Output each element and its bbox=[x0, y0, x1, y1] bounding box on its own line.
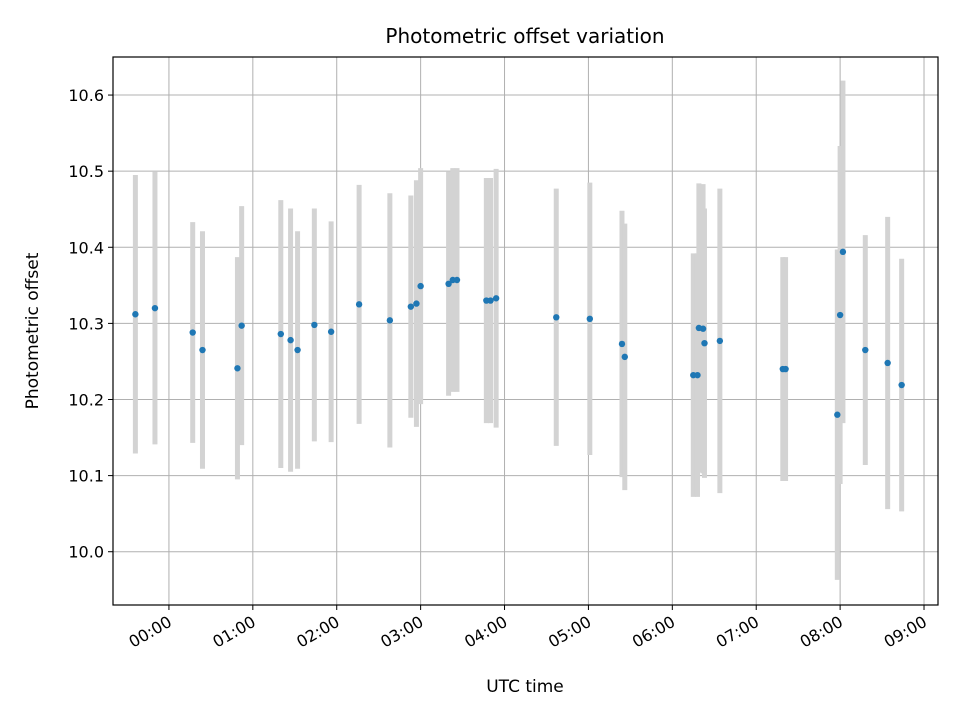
x-axis-title: UTC time bbox=[486, 677, 564, 697]
data-point bbox=[898, 381, 905, 389]
y-tick-label: 10.6 bbox=[68, 86, 104, 105]
data-point bbox=[238, 322, 245, 329]
data-point bbox=[151, 304, 159, 312]
y-tick-label: 10.0 bbox=[68, 543, 104, 562]
data-point bbox=[621, 353, 628, 361]
plot-frame bbox=[112, 56, 939, 606]
data-point bbox=[836, 311, 844, 319]
data-point bbox=[782, 365, 789, 373]
data-point bbox=[417, 282, 424, 290]
data-point bbox=[287, 336, 294, 344]
y-tick-label: 10.4 bbox=[68, 238, 104, 257]
y-tick-label: 10.3 bbox=[68, 314, 104, 333]
data-point bbox=[277, 330, 284, 338]
y-tick-label: 10.2 bbox=[68, 391, 104, 410]
y-axis: 10.0 10.1 10.2 10.3 10.4 10.5 10.6 bbox=[68, 86, 113, 562]
data-point bbox=[311, 321, 318, 329]
data-point bbox=[413, 300, 420, 307]
data-point bbox=[407, 303, 415, 310]
data-point bbox=[586, 315, 594, 323]
data-point bbox=[445, 280, 452, 288]
data-point bbox=[699, 325, 707, 332]
y-axis-title: Photometric offset bbox=[23, 252, 43, 409]
data-point bbox=[386, 317, 394, 324]
y-tick-label: 10.1 bbox=[68, 467, 104, 486]
data-point bbox=[327, 328, 335, 335]
data-point bbox=[716, 337, 724, 345]
data-point bbox=[189, 329, 196, 336]
data-point bbox=[492, 295, 500, 302]
data-point bbox=[132, 311, 139, 318]
data-point bbox=[862, 346, 869, 354]
data-point bbox=[487, 297, 494, 304]
data-point bbox=[234, 365, 241, 372]
data-point bbox=[834, 411, 841, 418]
data-point bbox=[884, 359, 891, 367]
data-point bbox=[294, 346, 301, 354]
data-point bbox=[453, 276, 461, 284]
data-point bbox=[701, 339, 708, 347]
point-layer bbox=[132, 248, 905, 418]
data-point bbox=[553, 314, 560, 321]
data-point bbox=[355, 301, 363, 308]
chart-title: Photometric offset variation bbox=[385, 24, 664, 48]
y-tick-label: 10.5 bbox=[68, 162, 104, 181]
data-point bbox=[618, 340, 626, 348]
data-point bbox=[199, 346, 206, 354]
data-point bbox=[694, 371, 701, 379]
data-point bbox=[839, 248, 847, 256]
